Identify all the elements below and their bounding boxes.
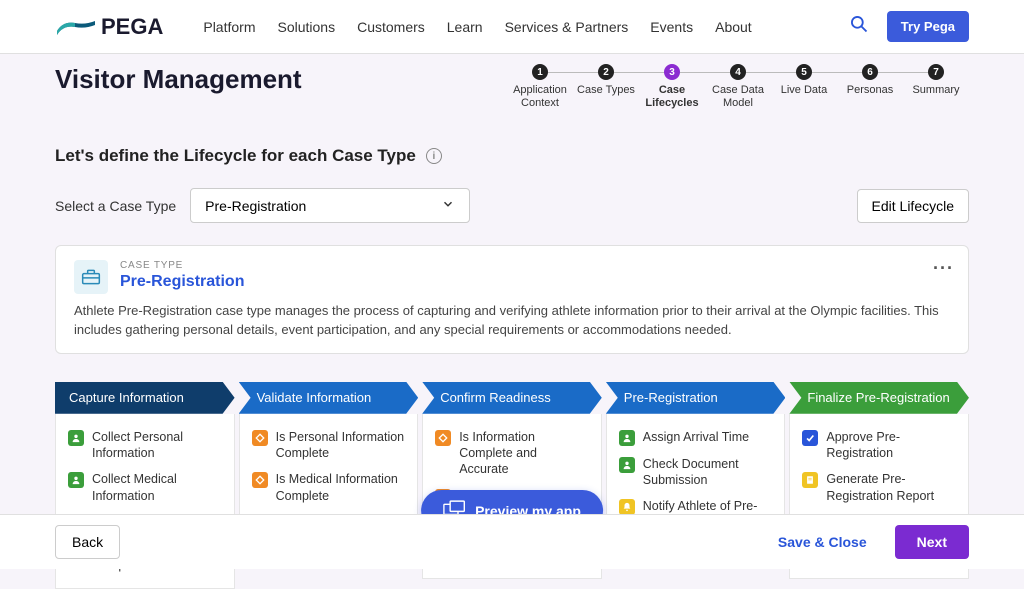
diamond-icon	[252, 472, 268, 488]
task-label: Collect Medical Information	[92, 471, 222, 504]
stage-header[interactable]: Capture Information	[55, 382, 235, 414]
task-label: Check Document Submission	[643, 456, 773, 489]
task-label: Approve Pre-Registration	[826, 429, 956, 462]
pega-logo-icon	[55, 17, 97, 37]
step-6[interactable]: 6 Personas	[837, 64, 903, 110]
doc-icon	[802, 472, 818, 488]
step-label: Case Data Model	[705, 84, 771, 110]
step-label: Case Lifecycles	[639, 84, 705, 110]
task[interactable]: Collect Personal Information	[64, 424, 226, 467]
person-icon	[68, 430, 84, 446]
select-value: Pre-Registration	[205, 198, 306, 214]
nav-customers[interactable]: Customers	[357, 19, 425, 35]
chevron-down-icon	[441, 197, 455, 214]
save-close-button[interactable]: Save & Close	[778, 534, 867, 550]
stage-header[interactable]: Pre-Registration	[606, 382, 786, 414]
step-7[interactable]: 7 Summary	[903, 64, 969, 110]
select-row: Select a Case Type Pre-Registration Edit…	[55, 188, 969, 223]
section-title-text: Let's define the Lifecycle for each Case…	[55, 146, 416, 166]
nav-platform[interactable]: Platform	[203, 19, 255, 35]
select-label: Select a Case Type	[55, 198, 176, 214]
step-circle: 1	[532, 64, 548, 80]
step-5[interactable]: 5 Live Data	[771, 64, 837, 110]
step-circle: 3	[664, 64, 680, 80]
nav-about[interactable]: About	[715, 19, 752, 35]
step-circle: 6	[862, 64, 878, 80]
stage-header[interactable]: Validate Information	[239, 382, 419, 414]
task-label: Is Personal Information Complete	[276, 429, 406, 462]
task[interactable]: Assign Arrival Time	[615, 424, 777, 451]
footer: Back Save & Close Next	[0, 514, 1024, 569]
section-title: Let's define the Lifecycle for each Case…	[55, 146, 969, 166]
step-circle: 4	[730, 64, 746, 80]
step-2[interactable]: 2 Case Types	[573, 64, 639, 110]
task[interactable]: Is Medical Information Complete	[248, 466, 410, 509]
stepper: 1 Application Context 2 Case Types 3 Case Lif…	[507, 64, 969, 110]
task[interactable]: Collect Medical Information	[64, 466, 226, 509]
step-3[interactable]: 3 Case Lifecycles	[639, 64, 705, 110]
task-label: Assign Arrival Time	[643, 429, 749, 445]
step-label: Summary	[903, 84, 969, 97]
more-icon[interactable]: ···	[933, 258, 954, 279]
nav-solutions[interactable]: Solutions	[277, 19, 335, 35]
task[interactable]: Generate Pre-Registration Report	[798, 466, 960, 509]
card-tag: CASE TYPE	[120, 260, 244, 271]
step-label: Application Context	[507, 84, 573, 110]
person-icon	[619, 430, 635, 446]
back-button[interactable]: Back	[55, 525, 120, 559]
nav-services[interactable]: Services & Partners	[505, 19, 629, 35]
step-circle: 7	[928, 64, 944, 80]
search-icon[interactable]	[849, 14, 869, 39]
task-label: Generate Pre-Registration Report	[826, 471, 956, 504]
page-title: Visitor Management	[55, 64, 302, 95]
case-type-card: CASE TYPE Pre-Registration Athlete Pre-R…	[55, 245, 969, 353]
nav-events[interactable]: Events	[650, 19, 693, 35]
card-title: Pre-Registration	[120, 273, 244, 291]
step-4[interactable]: 4 Case Data Model	[705, 64, 771, 110]
edit-lifecycle-button[interactable]: Edit Lifecycle	[857, 189, 969, 223]
briefcase-icon	[74, 260, 108, 294]
person-icon	[68, 472, 84, 488]
task[interactable]: Approve Pre-Registration	[798, 424, 960, 467]
task-label: Is Information Complete and Accurate	[459, 429, 589, 478]
task[interactable]: Is Personal Information Complete	[248, 424, 410, 467]
step-circle: 5	[796, 64, 812, 80]
step-label: Live Data	[771, 84, 837, 97]
nav-right: Try Pega	[849, 11, 969, 42]
person-icon	[619, 457, 635, 473]
case-type-select[interactable]: Pre-Registration	[190, 188, 470, 223]
task[interactable]: Is Information Complete and Accurate	[431, 424, 593, 483]
diamond-icon	[252, 430, 268, 446]
page-header: Visitor Management 1Application Context2…	[0, 54, 1024, 110]
step-label: Case Types	[573, 84, 639, 97]
check-icon	[802, 430, 818, 446]
card-description: Athlete Pre-Registration case type manag…	[74, 302, 950, 338]
task-label: Is Medical Information Complete	[276, 471, 406, 504]
stage-header[interactable]: Confirm Readiness	[422, 382, 602, 414]
info-icon[interactable]: i	[426, 148, 442, 164]
diamond-icon	[435, 430, 451, 446]
top-nav: PEGA Platform Solutions Customers Learn …	[0, 0, 1024, 54]
try-pega-button[interactable]: Try Pega	[887, 11, 969, 42]
step-circle: 2	[598, 64, 614, 80]
bell-icon	[619, 499, 635, 515]
nav-learn[interactable]: Learn	[447, 19, 483, 35]
task-label: Collect Personal Information	[92, 429, 222, 462]
task[interactable]: Check Document Submission	[615, 451, 777, 494]
brand-text: PEGA	[101, 14, 163, 40]
next-button[interactable]: Next	[895, 525, 969, 559]
step-label: Personas	[837, 84, 903, 97]
step-1[interactable]: 1 Application Context	[507, 64, 573, 110]
nav-links: Platform Solutions Customers Learn Servi…	[203, 19, 751, 35]
stage-header[interactable]: Finalize Pre-Registration	[789, 382, 969, 414]
logo[interactable]: PEGA	[55, 14, 163, 40]
